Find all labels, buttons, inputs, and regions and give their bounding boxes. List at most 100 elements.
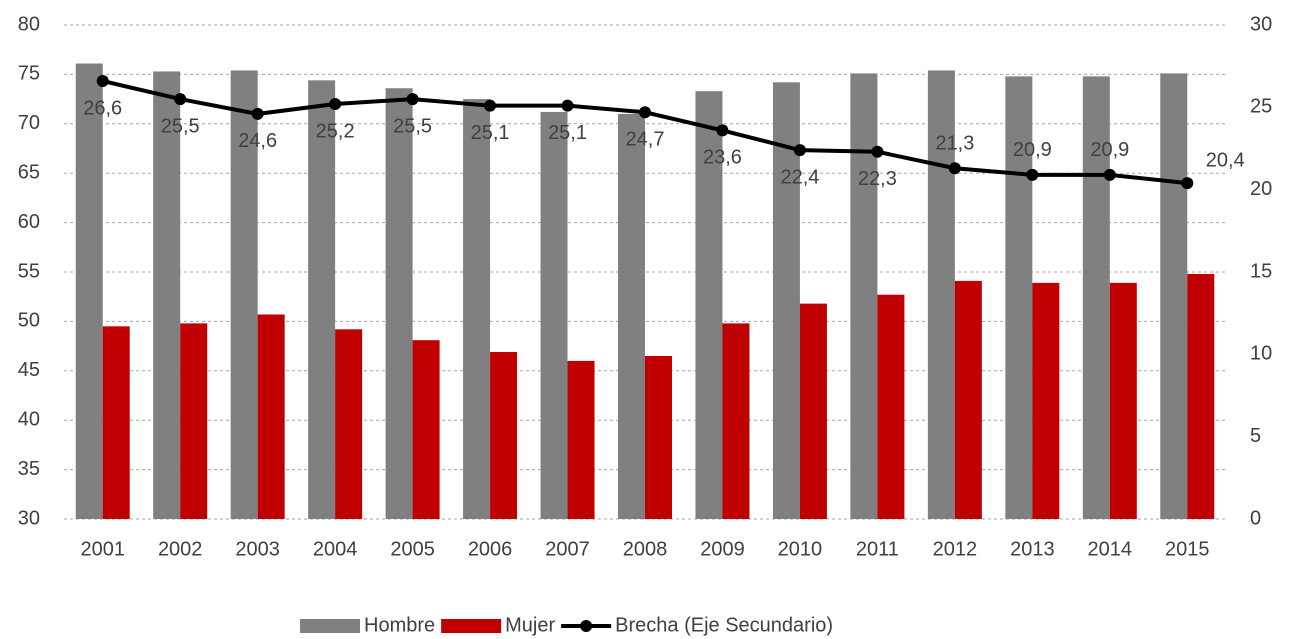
- bar: [1032, 282, 1060, 519]
- line-marker: [1181, 177, 1194, 190]
- x-tick-label: 2001: [80, 538, 125, 560]
- x-tick-label: 2013: [1010, 538, 1055, 560]
- x-tick-label: 2005: [390, 538, 435, 560]
- data-label: 22,3: [858, 168, 897, 190]
- x-tick-label: 2008: [623, 538, 668, 560]
- bar: [180, 323, 208, 519]
- y-tick-label: 60: [18, 211, 40, 233]
- bar: [567, 360, 595, 519]
- y2-tick-label: 30: [1250, 13, 1272, 35]
- x-tick-label: 2004: [313, 538, 358, 560]
- x-tick-label: 2011: [856, 538, 899, 560]
- line-marker: [174, 93, 187, 106]
- data-label: 25,1: [548, 122, 587, 144]
- line-marker: [639, 106, 651, 119]
- y-tick-label: 45: [18, 359, 40, 381]
- y2-tick-label: 10: [1250, 343, 1272, 365]
- x-tick-label: 2003: [235, 538, 280, 560]
- legend-label: Brecha (Eje Secundario): [615, 614, 833, 636]
- y2-tick-label: 25: [1250, 96, 1272, 118]
- y-tick-label: 30: [18, 507, 40, 529]
- bar: [954, 280, 982, 519]
- line-marker: [948, 162, 961, 175]
- bar: [1109, 282, 1137, 519]
- data-label: 23,6: [703, 147, 742, 169]
- legend-swatch: [580, 620, 593, 632]
- x-tick-label: 2009: [700, 538, 745, 560]
- y-tick-label: 55: [18, 260, 40, 282]
- line-marker: [329, 98, 342, 111]
- line-marker: [871, 145, 884, 158]
- bar: [540, 111, 568, 519]
- x-tick-label: 2006: [468, 538, 513, 560]
- line-marker: [251, 107, 264, 120]
- data-label: 20,9: [1013, 139, 1052, 161]
- legend-label: Hombre: [364, 614, 435, 636]
- bar: [799, 303, 827, 519]
- x-tick-label: 2012: [933, 538, 978, 560]
- y-tick-label: 50: [18, 310, 40, 332]
- bar: [230, 70, 258, 519]
- bar: [1160, 73, 1188, 520]
- line-marker: [484, 99, 497, 112]
- bar: [412, 340, 440, 519]
- bar: [490, 352, 518, 519]
- bar: [308, 80, 336, 519]
- legend-label: Mujer: [505, 614, 555, 636]
- data-label: 20,4: [1206, 149, 1245, 171]
- bar: [722, 323, 750, 519]
- x-tick-label: 2014: [1088, 538, 1133, 560]
- legend-swatch: [300, 619, 360, 633]
- bar: [1005, 76, 1033, 519]
- bar: [850, 73, 878, 520]
- y-tick-label: 80: [18, 13, 40, 35]
- x-tick-label: 2002: [158, 538, 203, 560]
- line-marker: [716, 124, 729, 137]
- y-tick-label: 70: [18, 112, 40, 134]
- bar: [618, 113, 645, 520]
- line-marker: [1026, 168, 1039, 181]
- bar: [645, 355, 672, 519]
- x-tick-label: 2010: [778, 538, 823, 560]
- bar: [335, 329, 363, 519]
- data-label: 25,5: [161, 115, 200, 137]
- line-marker: [96, 74, 109, 87]
- data-label: 24,6: [238, 130, 277, 152]
- data-label: 25,2: [316, 120, 355, 142]
- bar: [153, 71, 181, 519]
- bar: [257, 314, 285, 519]
- y2-tick-label: 0: [1250, 507, 1261, 529]
- bar: [1082, 76, 1110, 519]
- bar: [877, 294, 905, 519]
- bar: [102, 326, 130, 519]
- data-label: 25,5: [393, 115, 432, 137]
- bar: [1187, 273, 1215, 519]
- legend-swatch: [441, 619, 502, 633]
- x-tick-label: 2015: [1165, 538, 1210, 560]
- y-tick-label: 65: [18, 161, 40, 183]
- y-tick-label: 40: [18, 408, 40, 430]
- y-tick-label: 35: [18, 458, 40, 480]
- line-marker: [1103, 168, 1116, 181]
- bar: [695, 91, 723, 520]
- data-label: 24,7: [626, 129, 665, 151]
- line-marker: [561, 99, 574, 112]
- bar: [75, 63, 103, 519]
- y2-tick-label: 20: [1250, 178, 1272, 200]
- line-marker: [793, 144, 806, 157]
- bar: [927, 70, 955, 519]
- data-label: 25,1: [471, 122, 510, 144]
- bar: [385, 88, 413, 520]
- data-label: 20,9: [1090, 139, 1129, 161]
- data-label: 22,4: [780, 166, 819, 188]
- y2-tick-label: 15: [1250, 260, 1272, 282]
- data-label: 21,3: [935, 133, 974, 155]
- x-tick-label: 2007: [545, 538, 590, 560]
- y2-tick-label: 5: [1250, 425, 1261, 447]
- bar: [772, 82, 800, 519]
- bar: [463, 99, 491, 519]
- data-label: 26,6: [83, 97, 122, 119]
- y-tick-label: 75: [18, 63, 40, 85]
